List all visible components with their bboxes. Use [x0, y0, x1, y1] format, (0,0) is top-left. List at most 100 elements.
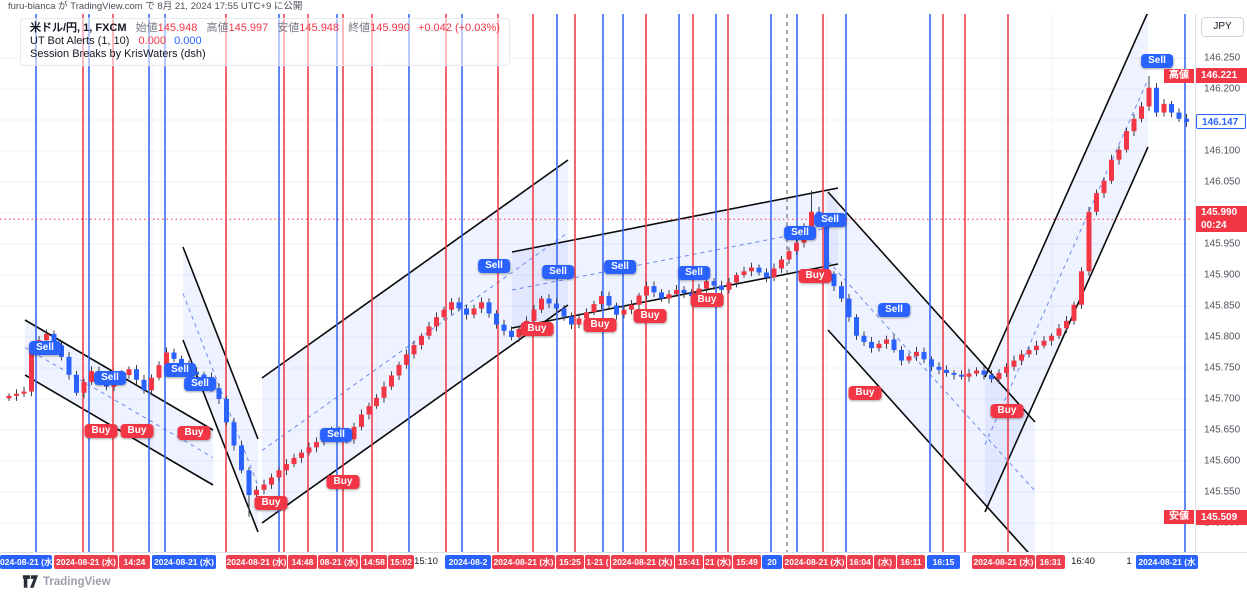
price-tick: 145.600: [1204, 455, 1241, 467]
candle-down: [1184, 118, 1189, 122]
channel-midline: [182, 293, 259, 486]
legend-symbol-row[interactable]: 米ドル/円, 1, FXCM 始値145.948 高値145.997 安値145…: [30, 22, 500, 35]
session-date-badge: 16:31: [1036, 555, 1065, 569]
candle-down: [216, 388, 222, 399]
candle-down: [74, 374, 79, 393]
candle-up: [801, 227, 807, 243]
candle-up: [794, 242, 799, 252]
tradingview-brand[interactable]: TradingView: [22, 575, 111, 588]
candle-down: [861, 335, 867, 342]
session-date-badge: 024-08-21 (水: [0, 555, 52, 569]
price-tick: 145.550: [1204, 486, 1241, 498]
candle-up: [426, 326, 432, 336]
channel-upper-line[interactable]: [182, 246, 259, 440]
candle-up: [389, 375, 394, 387]
candle-down: [209, 377, 214, 389]
candle-up: [254, 489, 259, 496]
candle-up: [696, 288, 702, 297]
candle-up: [359, 414, 364, 427]
candle-down: [846, 298, 852, 318]
session-date-badge: 2024-08-21 (水): [54, 555, 118, 569]
session-date-badge: 16:15: [927, 555, 960, 569]
symbol-title: 米ドル/円, 1, FXCM: [30, 22, 127, 34]
candle-down: [96, 371, 102, 379]
candle-up: [126, 369, 132, 376]
chart-pane[interactable]: Sell Sell Sell Sell Sell Sell Sell Sell Sell Sell…: [0, 0, 1195, 552]
candle-up: [779, 259, 784, 269]
price-tick: 145.750: [1204, 362, 1241, 374]
candle-up: [809, 211, 814, 228]
candle-up: [419, 335, 424, 346]
session-date-badge: 15:25: [556, 555, 584, 569]
chart-canvas[interactable]: [0, 0, 1195, 552]
candle-down: [231, 422, 237, 446]
candle-up: [771, 268, 777, 278]
price-tick: 145.850: [1204, 300, 1241, 312]
candle-down: [1154, 87, 1159, 113]
session-date-badge: 14:24: [119, 555, 150, 569]
candle-up: [381, 386, 387, 398]
candle-up: [1131, 118, 1137, 132]
time-label: 16:40: [1071, 556, 1095, 567]
candle-up: [291, 457, 297, 465]
candle-up: [411, 345, 417, 355]
high-label: 高値: [206, 22, 229, 34]
session-low-badge: 145.509: [1196, 509, 1247, 525]
candle-down: [929, 359, 934, 367]
candle-up: [1011, 360, 1017, 367]
candle-down: [336, 431, 342, 436]
channel-upper-line[interactable]: [511, 187, 839, 253]
price-axis[interactable]: JPY 146.250146.200146.150146.100146.0501…: [1195, 0, 1247, 552]
candle-up: [726, 282, 732, 290]
candle-down: [824, 221, 829, 274]
legend-indicator2-row[interactable]: Session Breaks by KrisWaters (dsh): [30, 48, 500, 61]
channel-lower-line[interactable]: [24, 374, 214, 486]
channel-midline: [827, 260, 1036, 492]
candle-up: [44, 333, 49, 341]
session-date-badge: 2024-08-21 (水): [972, 555, 1035, 569]
candle-down: [681, 289, 687, 293]
session-date-badge: 16:11: [897, 555, 925, 569]
candle-up: [449, 302, 454, 310]
session-date-badge: 20: [762, 555, 782, 569]
candle-up: [299, 452, 304, 458]
candle-up: [1004, 366, 1009, 373]
candle-up: [269, 477, 274, 485]
session-high-badge: 146.221: [1196, 68, 1247, 84]
candle-up: [396, 364, 402, 376]
candle-up: [1049, 335, 1054, 341]
candle-up: [1124, 131, 1129, 150]
price-tick: 145.900: [1204, 269, 1241, 281]
channel-lower-line[interactable]: [511, 263, 839, 329]
channel-upper-line[interactable]: [261, 159, 569, 379]
price-tick: 146.050: [1204, 176, 1241, 188]
session-date-badge: 21 (水): [704, 555, 732, 569]
channel-midline: [261, 232, 569, 451]
candle-up: [1071, 304, 1077, 321]
legend-indicator1-row[interactable]: UT Bot Alerts (1, 10) 0.000 0.000: [30, 35, 500, 48]
low-value: 145.948: [299, 22, 340, 34]
candle-down: [51, 333, 57, 346]
candle-down: [711, 281, 717, 286]
candle-up: [329, 431, 334, 437]
session-date-badge: 15:49: [733, 555, 761, 569]
candle-up: [1026, 350, 1032, 355]
last-price-badge: 146.147: [1196, 114, 1246, 130]
currency-toggle-button[interactable]: JPY: [1201, 17, 1244, 37]
low-prefix-badge: 安値: [1164, 510, 1194, 525]
channel-upper-line[interactable]: [827, 191, 1036, 423]
session-date-badge: 15:02: [388, 555, 414, 569]
session-date-badge: 2024-08-21 (水): [783, 555, 846, 569]
session-date-badge: 14:48: [288, 555, 317, 569]
high-value: 145.997: [228, 22, 269, 34]
channel-lower-line[interactable]: [827, 329, 1035, 552]
candle-up: [434, 317, 439, 327]
channel-lower-line[interactable]: [261, 304, 569, 524]
channel-upper-line[interactable]: [984, 11, 1149, 378]
candle-up: [786, 251, 792, 260]
time-label: 15:10: [414, 556, 438, 567]
candle-down: [224, 399, 229, 423]
candle-up: [1064, 320, 1069, 329]
channel-fill: [25, 320, 213, 485]
time-axis[interactable]: 024-08-21 (水 2024-08-21 (水) 14:24 2024-08-2…: [0, 552, 1247, 571]
